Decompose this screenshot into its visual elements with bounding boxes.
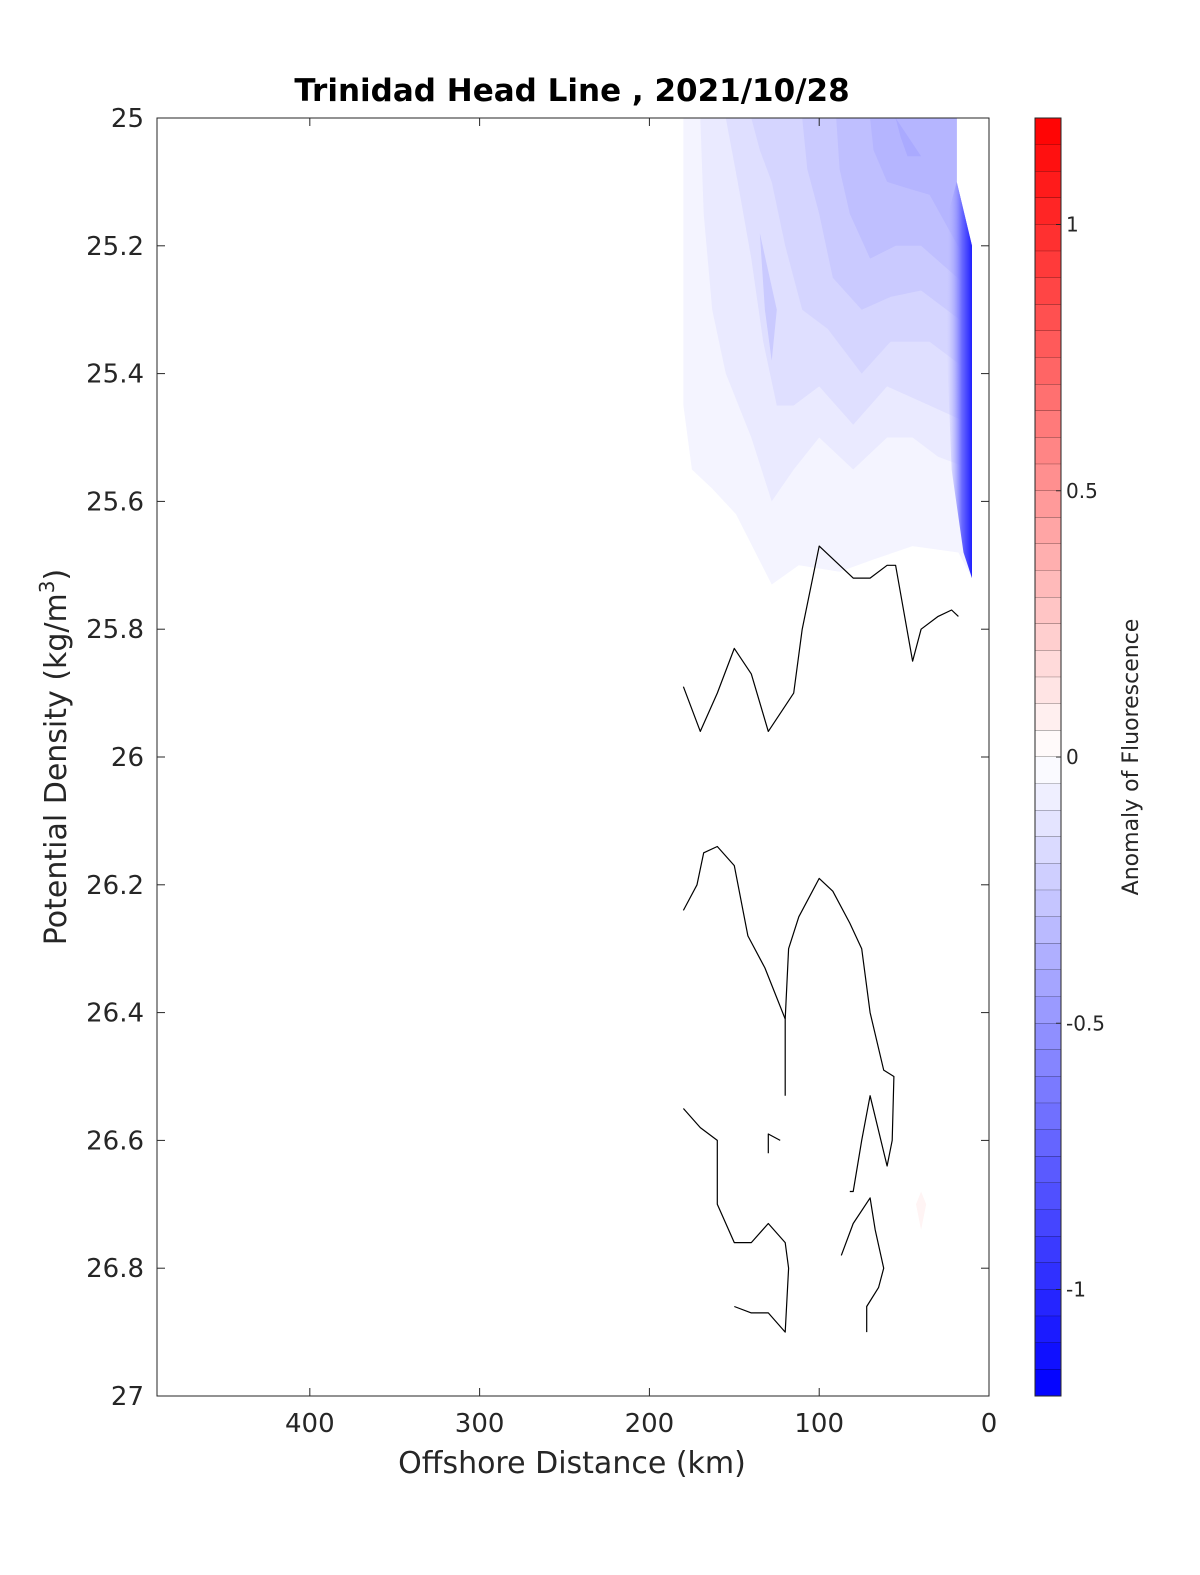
colorbar-level [1035,464,1061,492]
y-axis-label-main: Potential Density (kg/m [39,593,74,945]
colorbar-level [1035,623,1061,651]
colorbar-level [1035,357,1061,385]
y-tick-label: 26 [111,743,144,773]
x-axis: 400 300 200 100 0 [285,118,997,1439]
fill-region-7 [870,118,972,272]
y-tick-label: 25 [111,104,144,134]
y-tick-label: 25.4 [86,360,144,390]
colorbar-label: Anomaly of Fluorescence [1119,619,1144,896]
colorbar-level [1035,943,1061,971]
colorbar-level [1035,251,1061,279]
colorbar-level [1035,331,1061,359]
colorbar-level [1035,810,1061,838]
colorbar-level [1035,1262,1061,1290]
colorbar-level [1035,1289,1061,1317]
y-tick-label: 26.2 [86,871,144,901]
colorbar-tick-label: -0.5 [1066,1011,1105,1035]
fill-region-8 [895,118,922,157]
y-axis: 25 25.2 25.4 25.6 25.8 26 26.2 26.4 26.6 26.8 27 [86,104,989,1412]
colorbar-level [1035,1342,1061,1370]
positive-anomaly-blob [916,1191,927,1230]
colorbar: -1 -0.5 0 0.5 1 [1034,117,1105,1397]
colorbar-level [1035,1236,1061,1264]
colorbar-level [1035,836,1061,864]
colorbar-level [1035,677,1061,705]
colorbar-level [1035,1209,1061,1237]
colorbar-level [1035,570,1061,598]
y-tick-label: 26.8 [86,1254,144,1284]
colorbar-level [1035,970,1061,998]
colorbar-level [1035,863,1061,891]
y-axis-label-close: ) [39,569,74,581]
colorbar-level [1035,757,1061,785]
colorbar-level [1035,384,1061,412]
zero-contour-2 [784,877,895,1193]
colorbar-level [1035,304,1061,332]
colorbar-level [1035,1369,1061,1397]
y-tick-label: 26.4 [86,999,144,1029]
colorbar-level [1035,650,1061,678]
colorbar-level [1035,410,1061,438]
x-tick-label: 200 [625,1409,675,1439]
fill-region-4 [759,233,777,361]
colorbar-level [1035,544,1061,572]
y-axis-label: Potential Density (kg/m3) [35,569,74,945]
zero-contour-5 [840,1197,885,1333]
colorbar-level [1035,1156,1061,1184]
colorbar-level [1035,783,1061,811]
colorbar-tick-label: -1 [1066,1278,1086,1302]
colorbar-level [1035,1316,1061,1344]
colorbar-level [1035,1049,1061,1077]
colorbar-tick-label: 0 [1066,745,1079,769]
colorbar-level [1035,197,1061,225]
x-tick-label: 0 [981,1409,998,1439]
colorbar-level [1035,890,1061,918]
x-tick-label: 100 [794,1409,844,1439]
colorbar-level [1035,171,1061,199]
colorbar-level [1035,517,1061,545]
colorbar-level [1035,1023,1061,1051]
colorbar-level [1035,1129,1061,1157]
plot-area: 400 300 200 100 0 25 25.2 25.4 25.6 25.8 26 26.2 26… [86,104,997,1439]
colorbar-level [1035,224,1061,252]
filled-contours [683,118,972,1230]
colorbar-level [1035,144,1061,172]
colorbar-level [1035,916,1061,944]
colorbar-level [1035,118,1061,146]
y-tick-label: 25.6 [86,487,144,517]
zero-contour-lines [682,545,959,1333]
x-axis-label: Offshore Distance (km) [398,1446,746,1481]
colorbar-level [1035,1183,1061,1211]
colorbar-level [1035,996,1061,1024]
colorbar-level [1035,1076,1061,1104]
colorbar-level [1035,703,1061,731]
colorbar-level [1035,730,1061,758]
x-tick-label: 300 [455,1409,505,1439]
zero-contour-3 [682,1108,790,1333]
zero-contour-0 [682,545,959,733]
colorbar-tick-label: 0.5 [1066,479,1098,503]
chart-title: Trinidad Head Line , 2021/10/28 [294,73,849,109]
zero-contour-1 [682,845,786,1096]
coastal-gradient-region [946,181,972,579]
colorbar-level [1035,490,1061,518]
colorbar-level [1035,1103,1061,1131]
colorbar-level [1035,437,1061,465]
colorbar-level [1035,277,1061,305]
y-tick-label: 25.2 [86,232,144,262]
x-tick-label: 400 [285,1409,335,1439]
colorbar-level [1035,597,1061,625]
y-tick-label: 26.6 [86,1126,144,1156]
colorbar-tick-label: 1 [1066,213,1079,237]
y-axis-label-superscript: 3 [35,580,59,593]
y-tick-label: 27 [111,1382,144,1412]
zero-contour-4 [767,1133,781,1154]
y-tick-label: 25.8 [86,615,144,645]
